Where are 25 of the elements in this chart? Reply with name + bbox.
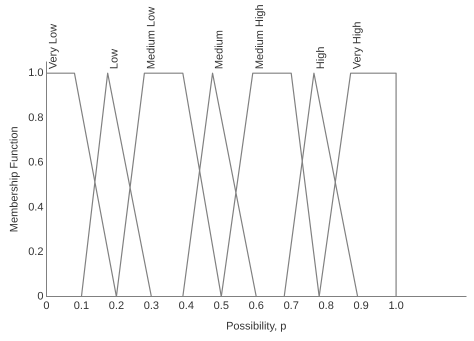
x-tick-label: 0.9 bbox=[353, 300, 369, 312]
x-tick-label: 0.5 bbox=[214, 300, 229, 312]
x-tick-label: 0.3 bbox=[144, 300, 160, 312]
y-tick-label: 0.2 bbox=[28, 246, 44, 258]
text: Low bbox=[108, 48, 121, 70]
x-tick-label: 1.0 bbox=[388, 300, 404, 312]
text: Very High bbox=[352, 21, 364, 70]
x-tick-label: 0.7 bbox=[284, 300, 299, 312]
text: Medium bbox=[214, 30, 226, 70]
y-tick-label: 0.4 bbox=[28, 201, 44, 214]
x-tick-label: 0.8 bbox=[318, 300, 334, 312]
x-tick-label: 0.1 bbox=[74, 300, 90, 312]
y-tick-label: 1.0 bbox=[28, 67, 44, 80]
y-tick-label: 0 bbox=[37, 290, 44, 303]
y-axis-title: Membership Function bbox=[8, 126, 21, 232]
text: Medium Low bbox=[145, 6, 158, 70]
x-tick-label: 0.4 bbox=[178, 300, 194, 312]
x-tick-label: 0.6 bbox=[248, 300, 264, 312]
text: Medium High bbox=[254, 4, 266, 70]
text: Very Low bbox=[48, 24, 60, 70]
text: High bbox=[314, 46, 327, 70]
x-axis-title: Possibility, p bbox=[226, 320, 286, 332]
x-tick-label: 0.2 bbox=[108, 300, 124, 312]
y-tick-label: 0.6 bbox=[28, 156, 44, 169]
y-tick-label: 0.8 bbox=[28, 112, 44, 124]
